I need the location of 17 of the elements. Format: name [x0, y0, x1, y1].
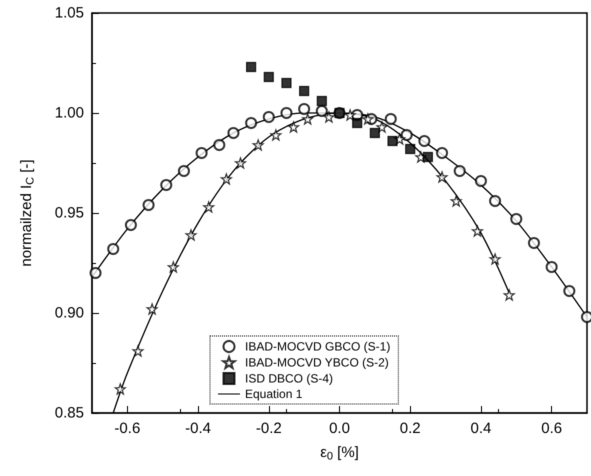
x-tick-label: 0.4: [470, 420, 492, 437]
x-tick-label: -0.4: [185, 420, 211, 437]
legend-label: IBAD-MOCVD YBCO (S-2): [245, 356, 389, 370]
x-tick-label: 0.6: [541, 420, 562, 437]
x-tick-label: 0.0: [329, 420, 350, 437]
legend-label: Equation 1: [245, 387, 303, 401]
y-tick-label: 0.85: [54, 404, 84, 422]
legend-label: IBAD-MOCVD GBCO (S-1): [245, 340, 390, 354]
legend-label: ISD DBCO (S-4): [245, 372, 334, 386]
y-tick-label: 0.90: [54, 304, 84, 322]
x-tick-label: -0.6: [114, 420, 140, 437]
y-tick-label: 1.00: [54, 104, 84, 122]
x-tick-label: 0.2: [400, 420, 421, 437]
x-tick-label: -0.2: [256, 420, 282, 437]
y-tick-label: 0.95: [54, 204, 84, 222]
y-axis-title: normailzed IC [-]: [18, 159, 36, 267]
y-tick-label: 1.05: [54, 4, 84, 22]
